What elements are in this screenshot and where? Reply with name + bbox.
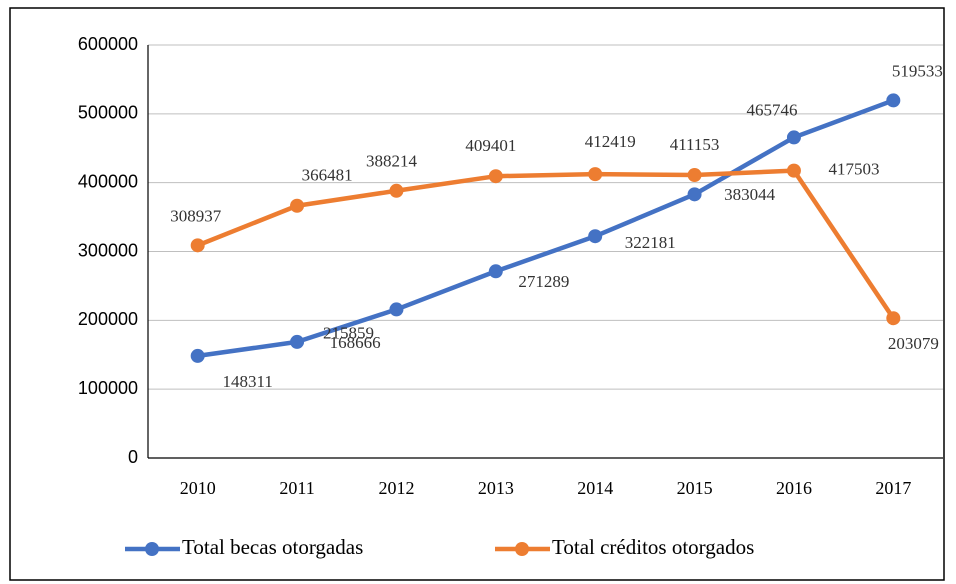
x-tick-label: 2014 (577, 478, 613, 498)
series-line (196, 168, 896, 320)
legend-marker (145, 542, 159, 556)
y-tick-label: 100000 (78, 378, 138, 398)
x-tick-label: 2010 (180, 478, 216, 498)
y-tick-label: 400000 (78, 171, 138, 191)
data-point (190, 238, 205, 253)
x-tick-label: 2015 (677, 478, 713, 498)
legend-marker (515, 542, 529, 556)
data-point (488, 169, 503, 184)
data-label: 215859 (323, 323, 374, 342)
y-tick-label: 200000 (78, 309, 138, 329)
x-tick-label: 2013 (478, 478, 514, 498)
data-point (588, 167, 603, 182)
data-point (786, 130, 801, 145)
data-label: 203079 (888, 334, 939, 353)
data-point (786, 163, 801, 178)
data-label: 411153 (670, 135, 720, 154)
data-point (389, 302, 404, 317)
legend-label: Total créditos otorgados (552, 535, 754, 559)
data-point (687, 187, 702, 202)
data-point (190, 348, 205, 363)
data-point (687, 167, 702, 182)
data-label: 388214 (366, 152, 418, 171)
x-tick-label: 2012 (378, 478, 414, 498)
data-label: 148311 (223, 372, 273, 391)
data-point (886, 311, 901, 326)
y-tick-label: 600000 (78, 34, 138, 54)
data-label: 519533 (892, 61, 943, 80)
data-label: 308937 (170, 206, 222, 225)
data-label: 409401 (465, 136, 516, 155)
data-point (389, 183, 404, 198)
chart-border (9, 7, 945, 581)
series-line (197, 98, 895, 359)
data-label: 383044 (724, 185, 776, 204)
x-tick-label: 2011 (279, 478, 314, 498)
data-label: 412419 (585, 132, 636, 151)
data-point (488, 264, 503, 279)
data-label: 417503 (828, 160, 879, 179)
legend-label: Total becas otorgadas (182, 535, 363, 559)
data-label: 322181 (625, 233, 676, 252)
data-label: 168666 (330, 333, 381, 352)
data-label: 366481 (302, 166, 353, 185)
data-point (290, 334, 305, 349)
data-point (886, 93, 901, 108)
x-tick-label: 2017 (875, 478, 911, 498)
data-label: 465746 (746, 100, 797, 119)
y-tick-label: 300000 (78, 240, 138, 260)
data-point (290, 198, 305, 213)
x-tick-label: 2016 (776, 478, 812, 498)
y-tick-label: 0 (128, 447, 138, 467)
y-tick-label: 500000 (78, 103, 138, 123)
data-label: 271289 (518, 272, 569, 291)
data-point (588, 229, 603, 244)
